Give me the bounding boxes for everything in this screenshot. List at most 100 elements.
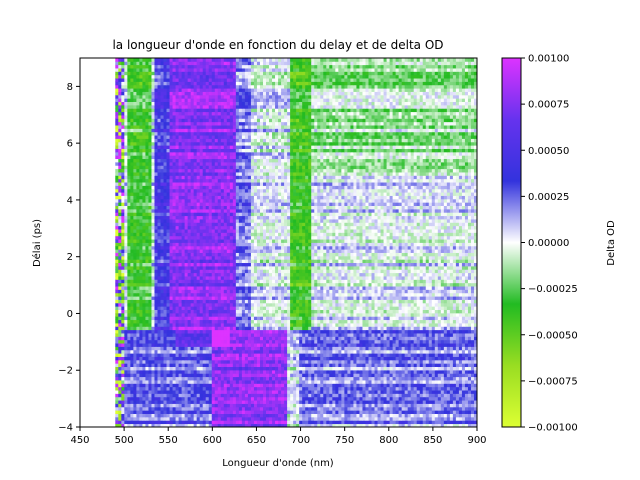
heatmap-cell — [386, 349, 390, 354]
heatmap-cell — [356, 353, 360, 357]
heatmap-cell — [308, 306, 312, 310]
heatmap-cell — [383, 380, 387, 384]
heatmap-cell — [190, 406, 195, 411]
heatmap-cell — [425, 312, 430, 317]
heatmap-cell — [425, 423, 430, 428]
heatmap-cell — [458, 326, 463, 331]
heatmap-cell — [205, 296, 210, 300]
heatmap-cell — [326, 349, 330, 354]
heatmap-cell — [241, 336, 246, 341]
heatmap-cell — [383, 309, 387, 314]
heatmap-cell — [181, 400, 186, 404]
heatmap-cell — [247, 286, 252, 290]
heatmap-cell — [229, 326, 234, 331]
heatmap-cell — [350, 380, 354, 384]
heatmap-cell — [193, 302, 198, 307]
heatmap-cell — [443, 296, 448, 300]
heatmap-cell — [178, 299, 182, 304]
heatmap-cell — [305, 380, 309, 384]
heatmap-cell — [145, 406, 149, 411]
heatmap-cell — [413, 306, 418, 310]
heatmap-cell — [458, 296, 463, 300]
heatmap-cell — [172, 292, 176, 297]
heatmap-cell — [269, 380, 273, 384]
heatmap-cell — [187, 286, 192, 290]
heatmap-cell — [347, 359, 351, 364]
heatmap-cell — [317, 386, 321, 391]
heatmap-cell — [136, 363, 140, 368]
heatmap-cell — [166, 390, 170, 394]
heatmap-cell — [377, 309, 381, 314]
heatmap-cell — [305, 400, 309, 404]
heatmap-cell — [232, 312, 237, 317]
heatmap-cell — [229, 363, 234, 368]
heatmap-cell — [220, 296, 225, 300]
heatmap-cell — [269, 333, 273, 337]
heatmap-cell — [428, 400, 433, 404]
heatmap-cell — [464, 309, 469, 314]
heatmap-cell — [398, 383, 403, 388]
heatmap-cell — [238, 309, 243, 314]
heatmap-cell — [133, 312, 137, 317]
heatmap-cell — [284, 416, 288, 421]
heatmap-cell — [211, 349, 216, 354]
heatmap-cell — [136, 289, 140, 294]
heatmap-cell — [266, 349, 270, 354]
heatmap-cell — [305, 363, 309, 368]
heatmap-cell — [323, 336, 327, 341]
heatmap-cell — [431, 406, 436, 411]
heatmap-cell — [317, 403, 321, 408]
heatmap-cell — [314, 356, 318, 361]
heatmap-cell — [317, 366, 321, 371]
heatmap-cell — [374, 319, 378, 324]
heatmap-cell — [362, 316, 366, 321]
heatmap-cell — [169, 312, 173, 317]
heatmap-cell — [344, 323, 348, 327]
heatmap-cell — [145, 416, 149, 421]
heatmap-cell — [380, 383, 384, 388]
heatmap-cell — [401, 339, 406, 344]
heatmap-cell — [401, 380, 406, 384]
heatmap-cell — [181, 346, 186, 351]
heatmap-cell — [199, 286, 204, 290]
heatmap-cell — [434, 319, 439, 324]
heatmap-cell — [296, 359, 300, 364]
heatmap-cell — [326, 396, 330, 401]
heatmap-cell — [256, 363, 261, 368]
heatmap-cell — [290, 413, 294, 418]
heatmap-cell — [395, 296, 400, 300]
heatmap-cell — [211, 413, 216, 418]
heatmap-cell — [232, 383, 237, 388]
heatmap-cell — [275, 353, 279, 357]
heatmap-cell — [178, 376, 182, 381]
heatmap-cell — [326, 329, 330, 334]
heatmap-cell — [308, 312, 312, 317]
heatmap-cell — [278, 390, 282, 394]
heatmap-cell — [269, 353, 273, 357]
heatmap-cell — [413, 289, 418, 294]
heatmap-cell — [187, 403, 192, 408]
heatmap-cell — [422, 410, 427, 414]
heatmap-cell — [293, 339, 297, 344]
heatmap-cell — [284, 329, 288, 334]
heatmap-cell — [470, 306, 475, 310]
heatmap-cell — [229, 319, 234, 324]
heatmap-cell — [395, 423, 400, 428]
heatmap-cell — [142, 343, 146, 347]
heatmap-cell — [461, 363, 466, 368]
heatmap-cell — [314, 289, 318, 294]
heatmap-cell — [377, 423, 381, 428]
heatmap-cell — [323, 343, 327, 347]
heatmap-cell — [362, 400, 366, 404]
heatmap-cell — [256, 380, 261, 384]
heatmap-cell — [145, 299, 149, 304]
heatmap-cell — [389, 366, 393, 371]
heatmap-cell — [470, 380, 475, 384]
heatmap-cell — [136, 416, 140, 421]
heatmap-cell — [278, 406, 282, 411]
heatmap-cell — [428, 316, 433, 321]
heatmap-cell — [431, 383, 436, 388]
heatmap-cell — [398, 386, 403, 391]
heatmap-cell — [359, 302, 363, 307]
heatmap-cell — [389, 312, 393, 317]
